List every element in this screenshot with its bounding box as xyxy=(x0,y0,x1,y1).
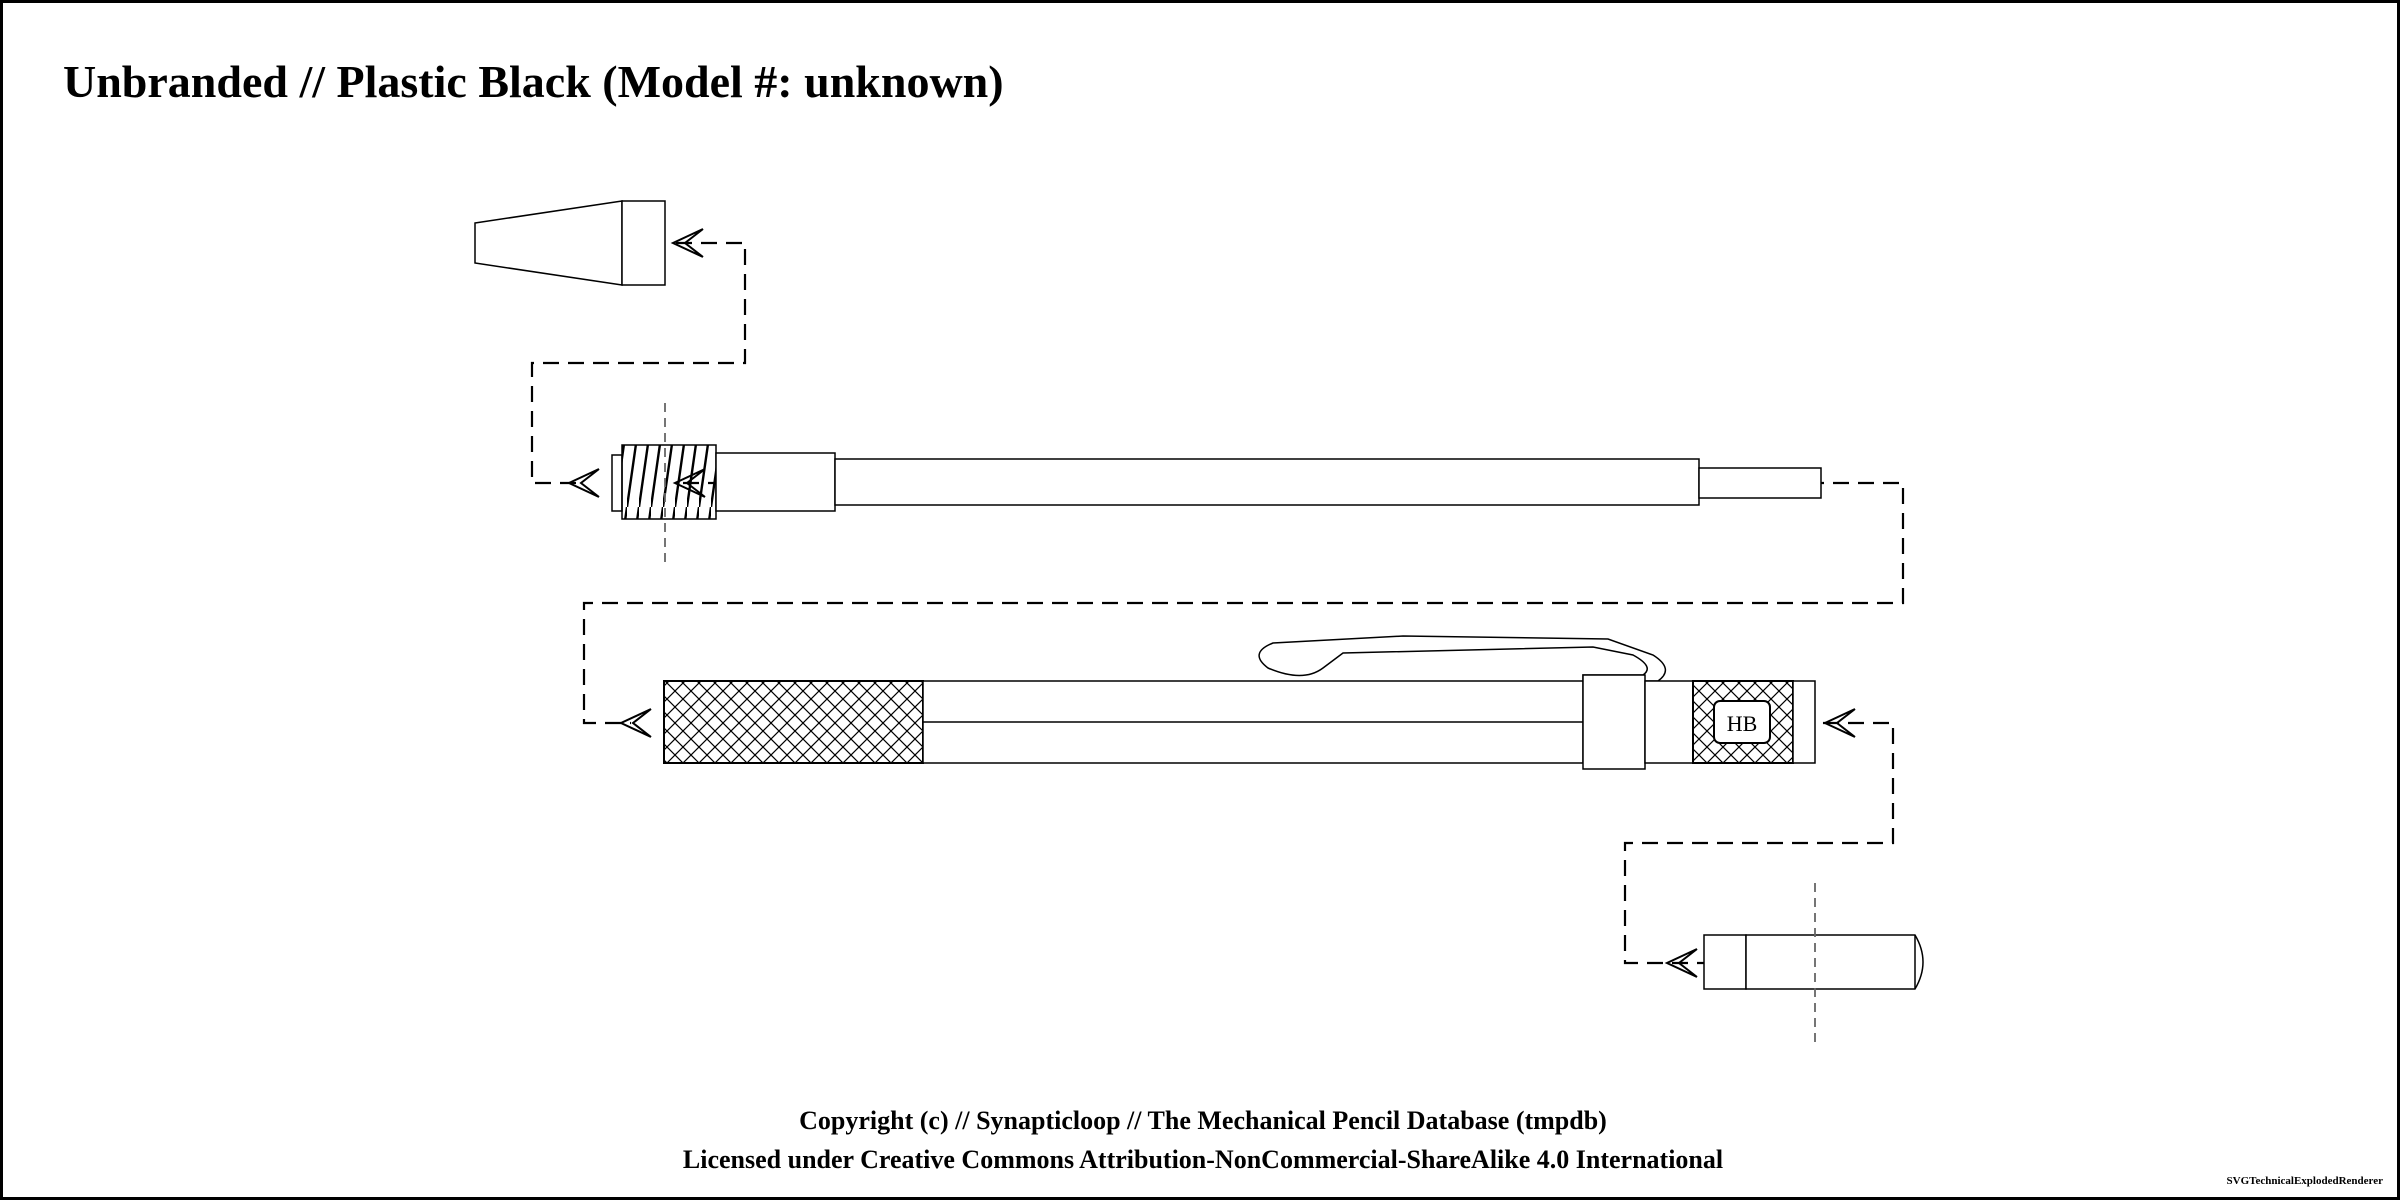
assembly-path-cone xyxy=(530,241,747,485)
pencil-body-part: HB xyxy=(663,635,1816,770)
copyright-text: Copyright (c) // Synapticloop // The Mec… xyxy=(799,1106,1607,1135)
pocket-clip xyxy=(1258,635,1667,682)
arrow-tube-left-icon xyxy=(566,468,600,498)
grade-badge xyxy=(1713,700,1771,744)
arrow-body-icon xyxy=(618,708,652,738)
end-cap-part xyxy=(1703,883,1924,1043)
assembly-paths xyxy=(530,241,1905,965)
lead-tube-assembly-part xyxy=(611,403,1822,563)
grade-label: HB xyxy=(1727,711,1758,736)
arrow-body-end-icon xyxy=(1822,708,1856,738)
assembly-path-tube xyxy=(582,481,1905,725)
arrow-cap-icon xyxy=(1664,948,1698,978)
page-title: Unbranded // Plastic Black (Model #: unk… xyxy=(63,56,1004,107)
license-text: Licensed under Creative Commons Attribut… xyxy=(682,1145,1724,1174)
renderer-credit: SVGTechnicalExplodedRenderer xyxy=(2226,1175,2383,1187)
tip-cone-part xyxy=(474,200,666,286)
arrow-cone-icon xyxy=(670,228,704,258)
exploded-diagram: HB xyxy=(474,200,1924,1043)
